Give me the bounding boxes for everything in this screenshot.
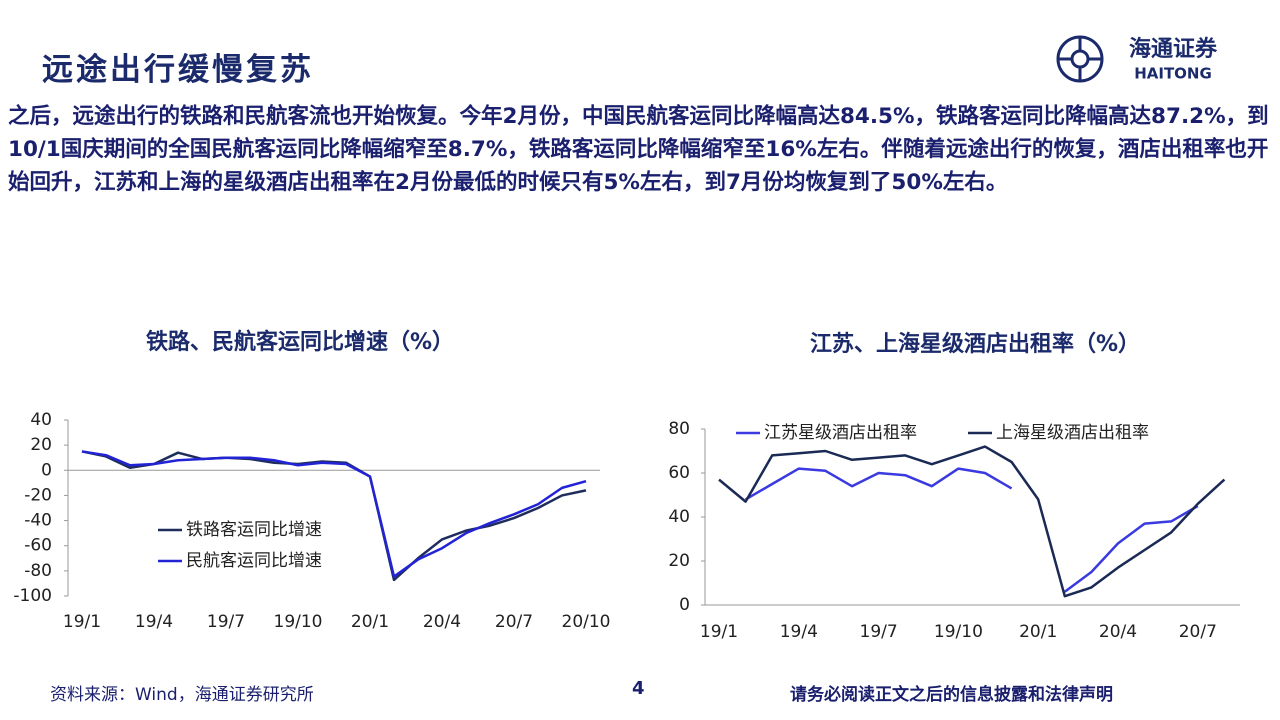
series-line [718,445,1226,598]
x-tick-label: 20/7 [495,612,533,632]
y-tick-label: 60 [668,463,690,483]
x-tick-label: 19/10 [274,612,323,632]
series-line [81,450,587,582]
x-tick-label: 19/1 [700,622,738,642]
source: 资料来源：Wind，海通证券研究所 [50,685,314,705]
x-tick-label: 20/1 [351,612,389,632]
logo-cn: 海通证券 [1129,36,1218,62]
x-tick-label: 20/7 [1179,622,1217,642]
legend-label: 铁路客运同比增速 [186,520,322,540]
legend-label: 上海星级酒店出租率 [996,423,1149,443]
y-tick-label: 0 [679,595,690,615]
slide-title: 远途出行缓慢复苏 [42,52,314,88]
chart-title: 铁路、民航客运同比增速（%） [146,329,454,355]
y-tick-label: 20 [30,435,52,455]
y-tick-label: -40 [24,511,52,531]
x-tick-label: 20/4 [423,612,461,632]
x-tick-label: 19/10 [934,622,983,642]
x-tick-label: 19/4 [780,622,818,642]
y-tick-label: -20 [24,485,52,505]
series-line [81,450,587,578]
legend-label: 民航客运同比增速 [186,551,322,571]
x-tick-label: 20/10 [562,612,611,632]
x-tick-label: 19/7 [207,612,245,632]
x-tick-label: 20/4 [1099,622,1137,642]
disclaimer: 请务必阅读正文之后的信息披露和法律声明 [790,685,1113,705]
x-tick-label: 19/7 [860,622,898,642]
y-tick-label: -100 [13,586,52,606]
chart-title: 江苏、上海星级酒店出租率（%） [810,331,1140,357]
y-tick-label: 40 [30,410,52,430]
y-tick-label: 0 [41,460,52,480]
y-tick-label: -60 [24,536,52,556]
x-tick-label: 19/1 [63,612,101,632]
y-tick-label: 20 [668,551,690,571]
body-text: 之后，远途出行的铁路和民航客流也开始恢复。今年2月份，中国民航客运同比降幅高达8… [8,104,1269,195]
logo: 海通证券 HAITONG [1056,35,1218,83]
y-tick-label: 40 [668,507,690,527]
series-line [744,467,1199,593]
y-tick-label: -80 [24,561,52,581]
logo-en: HAITONG [1134,65,1212,83]
page-number: 4 [632,678,645,699]
legend-label: 江苏星级酒店出租率 [764,423,917,443]
x-tick-label: 20/1 [1019,622,1057,642]
y-tick-label: 80 [668,419,690,439]
x-tick-label: 19/4 [135,612,173,632]
